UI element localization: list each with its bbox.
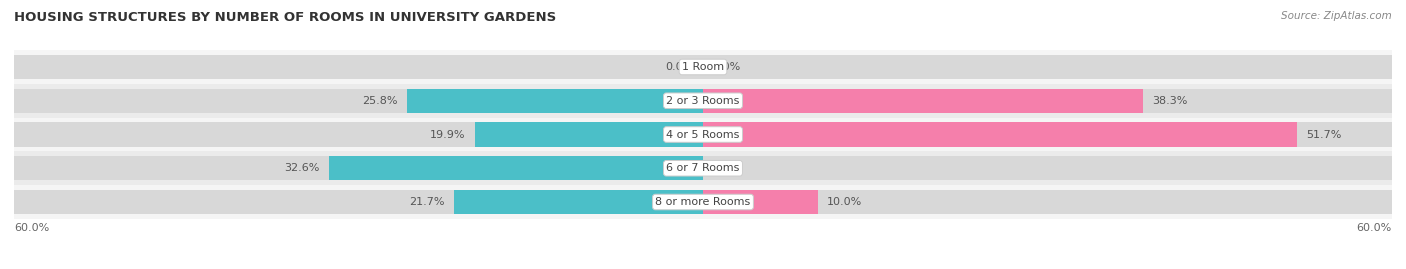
Bar bbox=[703, 89, 1392, 113]
Bar bbox=[14, 84, 1392, 118]
Text: 38.3%: 38.3% bbox=[1152, 96, 1187, 106]
Text: 10.0%: 10.0% bbox=[827, 197, 862, 207]
Text: 6 or 7 Rooms: 6 or 7 Rooms bbox=[666, 163, 740, 173]
Text: 51.7%: 51.7% bbox=[1306, 129, 1341, 140]
Text: 0.0%: 0.0% bbox=[713, 163, 741, 173]
Text: 21.7%: 21.7% bbox=[409, 197, 444, 207]
Bar bbox=[454, 190, 703, 214]
Bar bbox=[703, 190, 818, 214]
Bar bbox=[703, 122, 1296, 147]
Bar bbox=[14, 89, 703, 113]
Bar bbox=[14, 151, 1392, 185]
Text: 32.6%: 32.6% bbox=[284, 163, 319, 173]
Bar bbox=[703, 89, 1143, 113]
Text: 1 Room: 1 Room bbox=[682, 62, 724, 72]
Bar bbox=[703, 55, 1392, 79]
Bar bbox=[14, 118, 1392, 151]
Bar bbox=[329, 156, 703, 180]
Text: 2 or 3 Rooms: 2 or 3 Rooms bbox=[666, 96, 740, 106]
Text: 0.0%: 0.0% bbox=[665, 62, 693, 72]
Text: 60.0%: 60.0% bbox=[14, 223, 49, 233]
Text: Source: ZipAtlas.com: Source: ZipAtlas.com bbox=[1281, 11, 1392, 21]
Bar bbox=[14, 185, 1392, 219]
Bar bbox=[703, 156, 1392, 180]
Text: 19.9%: 19.9% bbox=[430, 129, 465, 140]
Text: 60.0%: 60.0% bbox=[1357, 223, 1392, 233]
Bar bbox=[14, 55, 703, 79]
Text: 25.8%: 25.8% bbox=[363, 96, 398, 106]
Bar bbox=[474, 122, 703, 147]
Bar bbox=[14, 122, 703, 147]
Text: HOUSING STRUCTURES BY NUMBER OF ROOMS IN UNIVERSITY GARDENS: HOUSING STRUCTURES BY NUMBER OF ROOMS IN… bbox=[14, 11, 557, 24]
Bar bbox=[14, 190, 703, 214]
Bar bbox=[14, 156, 703, 180]
Bar bbox=[703, 122, 1392, 147]
Bar bbox=[406, 89, 703, 113]
Bar bbox=[14, 50, 1392, 84]
Text: 0.0%: 0.0% bbox=[713, 62, 741, 72]
Text: 4 or 5 Rooms: 4 or 5 Rooms bbox=[666, 129, 740, 140]
Bar bbox=[703, 190, 1392, 214]
Text: 8 or more Rooms: 8 or more Rooms bbox=[655, 197, 751, 207]
